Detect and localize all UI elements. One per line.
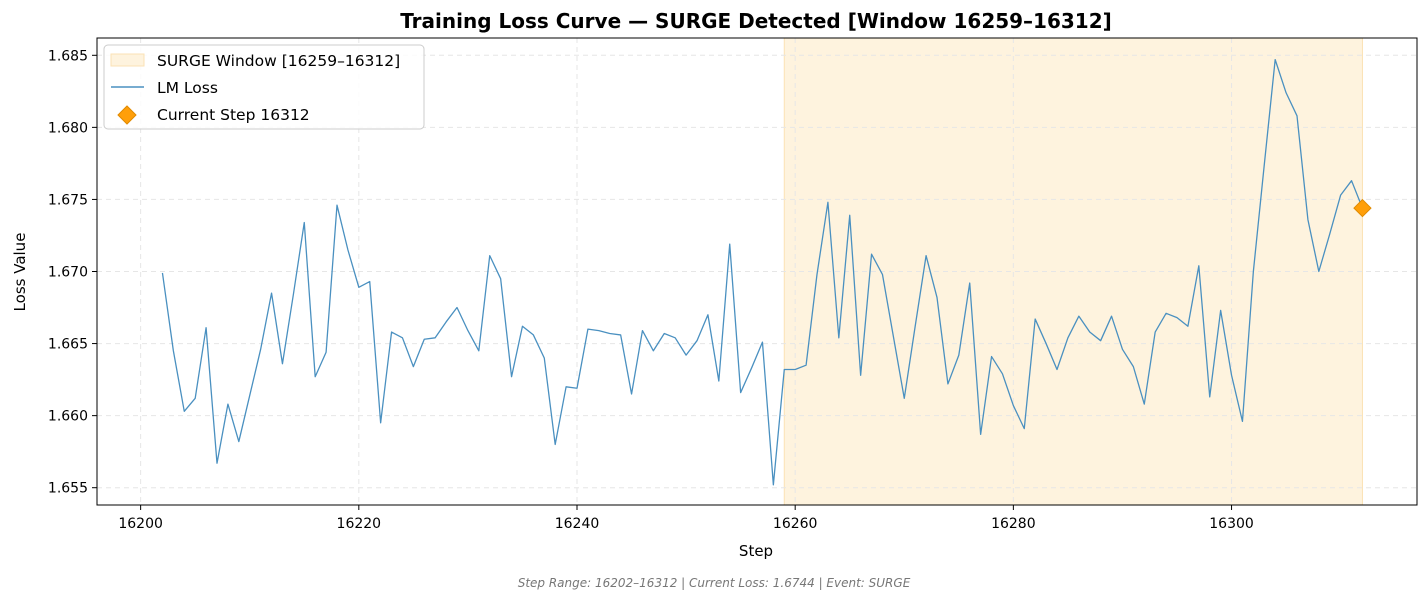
legend: SURGE Window [16259–16312] LM Loss Curre… (103, 44, 425, 130)
y-tick-label: 1.685 (48, 48, 88, 64)
legend-label-surge-window: SURGE Window [16259–16312] (157, 52, 400, 70)
legend-box (103, 44, 425, 130)
grid-layer (97, 38, 1417, 505)
x-tick-label: 16300 (1209, 516, 1254, 532)
y-tick-label: 1.665 (48, 337, 88, 353)
legend-swatch-surge-window (110, 53, 145, 67)
y-tick-label: 1.670 (48, 265, 88, 281)
current-step-marker (1353, 198, 1372, 218)
x-tick-label: 16240 (555, 516, 600, 532)
x-tick-label: 16200 (118, 516, 163, 532)
legend-label-current-step: Current Step 16312 (157, 106, 310, 124)
legend-swatch-current-step (117, 105, 137, 125)
chart-title: Training Loss Curve — SURGE Detected [Wi… (400, 9, 1112, 33)
x-axis-label: Step (739, 542, 773, 560)
y-tick-label: 1.655 (48, 481, 88, 497)
x-tick-label: 16280 (991, 516, 1036, 532)
y-tick-label: 1.680 (48, 120, 88, 136)
y-tick-label: 1.660 (48, 409, 88, 425)
y-tick-label: 1.675 (48, 192, 88, 208)
tick-layer: 16200 16220 16240 16260 16280 16300 1.655 1.660… (48, 48, 1254, 532)
legend-label-lm-loss: LM Loss (157, 79, 218, 97)
x-tick-label: 16260 (773, 516, 818, 532)
series-line-lm-loss (161, 58, 1364, 486)
y-axis-label: Loss Value (11, 233, 29, 312)
x-tick-label: 16220 (337, 516, 382, 532)
series-layer (161, 58, 1372, 486)
footer-caption: Step Range: 16202–16312 | Current Loss: … (518, 576, 911, 590)
